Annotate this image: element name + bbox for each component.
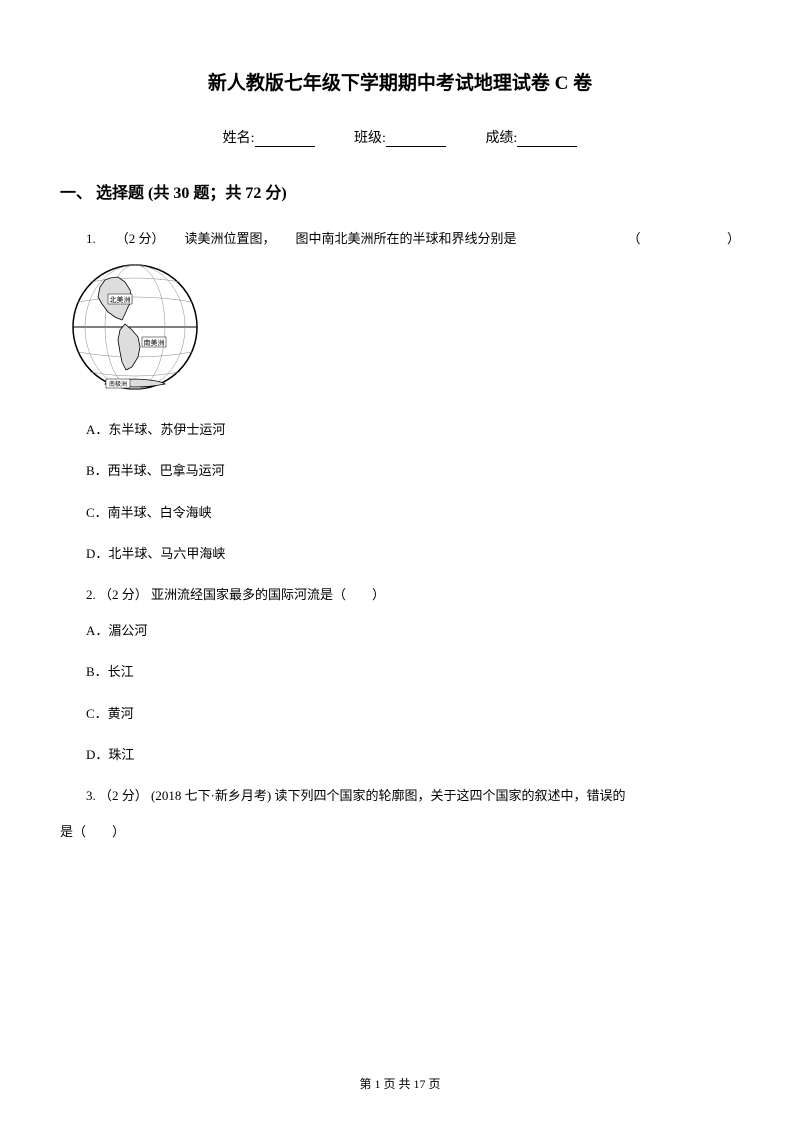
score-label: 成绩:: [485, 131, 517, 146]
q3-text-row: 3. （2 分） (2018 七下·新乡月考) 读下列四个国家的轮廓图，关于这四…: [60, 784, 740, 807]
section-header: 一、 选择题 (共 30 题；共 72 分): [60, 179, 740, 203]
name-field: 姓名:: [223, 127, 315, 147]
q3-number: 3.: [86, 788, 96, 803]
globe-label-sa: 南美洲: [144, 338, 165, 347]
section-detail: (共 30 题；共 72 分): [148, 185, 287, 202]
q2-option-c: C．黄河: [60, 702, 740, 725]
class-field: 班级:: [354, 127, 446, 147]
q3-main-text: 读下列四个国家的轮廓图，关于这四个国家的叙述中，错误的: [275, 788, 626, 803]
question-1: 1. （2 分） 读美洲位置图， 图中南北美洲所在的半球和界线分别是 （ ）: [60, 227, 740, 565]
name-underline: [255, 131, 315, 147]
section-number: 一、: [60, 185, 92, 202]
q1-text-row: 1. （2 分） 读美洲位置图， 图中南北美洲所在的半球和界线分别是 （ ）: [60, 227, 740, 250]
q1-option-b: B．西半球、巴拿马运河: [60, 459, 740, 482]
class-underline: [386, 131, 446, 147]
globe-figure: 北美洲 南美洲 南极洲: [70, 262, 740, 399]
score-underline: [517, 131, 577, 147]
exam-title: 新人教版七年级下学期期中考试地理试卷 C 卷: [60, 68, 740, 95]
q3-points: （2 分）: [99, 788, 148, 803]
q1-prompt: 读美洲位置图，: [185, 227, 276, 250]
globe-label-ant: 南极洲: [109, 380, 127, 388]
name-label: 姓名:: [223, 131, 255, 146]
q3-text-line2: 是（ ）: [60, 820, 740, 843]
q2-main-text: 亚洲流经国家最多的国际河流是（ ）: [151, 587, 385, 602]
class-label: 班级:: [354, 131, 386, 146]
page-footer: 第 1 页 共 17 页: [0, 1075, 800, 1092]
score-field: 成绩:: [485, 127, 577, 147]
question-2: 2. （2 分） 亚洲流经国家最多的国际河流是（ ） A．湄公河 B．长江 C．…: [60, 583, 740, 766]
globe-svg: 北美洲 南美洲 南极洲: [70, 262, 200, 392]
q1-points: （2 分）: [116, 227, 165, 250]
q1-paren-left: （: [627, 231, 640, 246]
q1-main-text: 图中南北美洲所在的半球和界线分别是: [296, 227, 517, 250]
q2-option-a: A．湄公河: [60, 619, 740, 642]
q1-paren-right: ）: [727, 231, 740, 246]
q1-option-c: C．南半球、白令海峡: [60, 501, 740, 524]
q2-option-d: D．珠江: [60, 743, 740, 766]
q1-option-d: D．北半球、马六甲海峡: [60, 542, 740, 565]
section-title: 选择题: [96, 185, 144, 202]
q2-points: （2 分）: [99, 587, 148, 602]
question-3: 3. （2 分） (2018 七下·新乡月考) 读下列四个国家的轮廓图，关于这四…: [60, 784, 740, 843]
q2-text-row: 2. （2 分） 亚洲流经国家最多的国际河流是（ ）: [60, 583, 740, 606]
q2-option-b: B．长江: [60, 660, 740, 683]
q2-number: 2.: [86, 587, 96, 602]
q3-source: (2018 七下·新乡月考): [151, 788, 271, 803]
globe-label-na: 北美洲: [110, 295, 131, 304]
q1-number: 1.: [86, 227, 96, 250]
q1-option-a: A．东半球、苏伊士运河: [60, 418, 740, 441]
student-info-row: 姓名: 班级: 成绩:: [60, 127, 740, 147]
